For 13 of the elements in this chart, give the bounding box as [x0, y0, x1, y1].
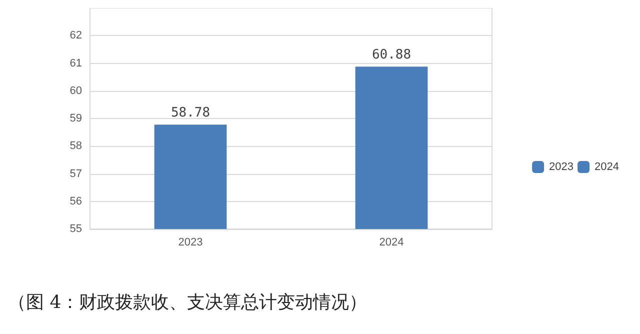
y-tick-label: 60	[70, 84, 82, 97]
y-tick-label: 55	[70, 223, 82, 235]
y-tick-label: 61	[70, 57, 82, 70]
y-tick-label: 62	[70, 30, 82, 42]
data-label: 60.88	[372, 48, 412, 63]
legend-label: 2023	[549, 161, 574, 173]
y-tick-label: 57	[70, 168, 82, 180]
legend-label: 2024	[594, 161, 620, 173]
data-label: 58.78	[170, 106, 210, 121]
text: （图 4：财政拨款收、支决算总计变动情况）	[8, 291, 368, 314]
y-tick-label: 58	[70, 140, 82, 152]
y-tick-label: 59	[70, 112, 82, 124]
y-tick-label: 56	[70, 195, 82, 208]
